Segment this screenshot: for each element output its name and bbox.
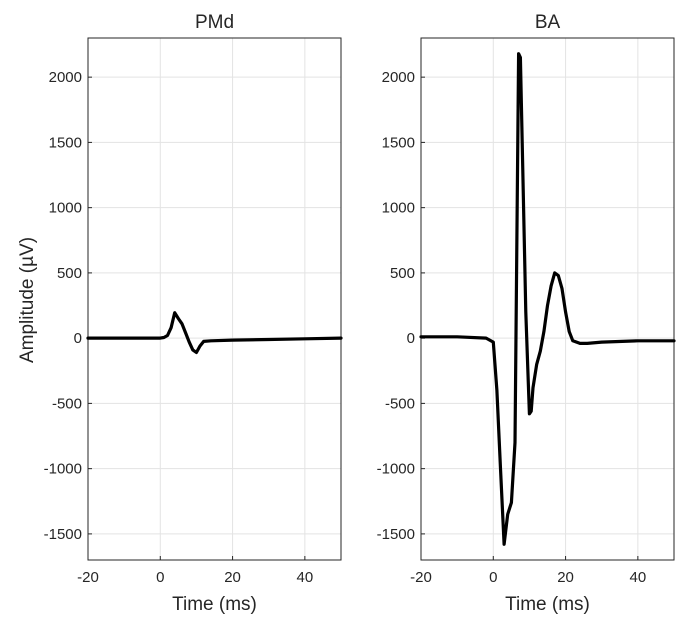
ba-y-tick-label: 1500 [382, 134, 415, 151]
pmd-series-line [86, 311, 343, 355]
pmd-y-tick-label: -1000 [44, 461, 82, 478]
y-axis-label: Amplitude (µV) [17, 237, 38, 363]
pmd-y-tick-label: 500 [57, 265, 82, 282]
ba-x-axis-label: Time (ms) [505, 594, 590, 615]
chart-panel-pmd: -20 0 20 40 -1500 -1000 -500 0 500 1000 1500 2000 PM… [44, 12, 343, 615]
ba-y-tick-label: 0 [407, 330, 415, 347]
ba-series-line [419, 52, 676, 546]
ba-x-tick-label: 20 [557, 569, 574, 586]
pmd-x-tick-label: 20 [224, 569, 241, 586]
ba-y-tick-label: 1000 [382, 200, 415, 217]
pmd-x-axis-label: Time (ms) [172, 594, 257, 615]
pmd-x-tick-label: 0 [156, 569, 164, 586]
pmd-y-tick-label: -500 [52, 395, 82, 412]
pmd-title: PMd [195, 12, 234, 33]
ba-y-tick-label: -1500 [377, 526, 415, 543]
ba-y-tick-label: 2000 [382, 69, 415, 86]
ba-y-tick-label: -1000 [377, 461, 415, 478]
pmd-x-tick-label: -20 [77, 569, 99, 586]
pmd-y-tick-label: 0 [74, 330, 82, 347]
ba-y-tick-label: 500 [390, 265, 415, 282]
pmd-axes-frame [87, 37, 342, 561]
ba-x-tick-label: 40 [630, 569, 647, 586]
ba-title: BA [535, 12, 561, 33]
pmd-y-tick-label: 2000 [49, 69, 82, 86]
pmd-y-tick-label: 1000 [49, 200, 82, 217]
chart-panel-ba: -20 0 20 40 -1500 -1000 -500 0 500 1000 1500 2000 BA… [377, 12, 676, 615]
ba-x-tick-label: 0 [489, 569, 497, 586]
pmd-y-tick-label: -1500 [44, 526, 82, 543]
ba-y-tick-label: -500 [385, 395, 415, 412]
ba-x-tick-label: -20 [410, 569, 432, 586]
pmd-x-tick-label: 40 [297, 569, 314, 586]
pmd-y-tick-label: 1500 [49, 134, 82, 151]
ba-axes-frame [420, 37, 675, 561]
